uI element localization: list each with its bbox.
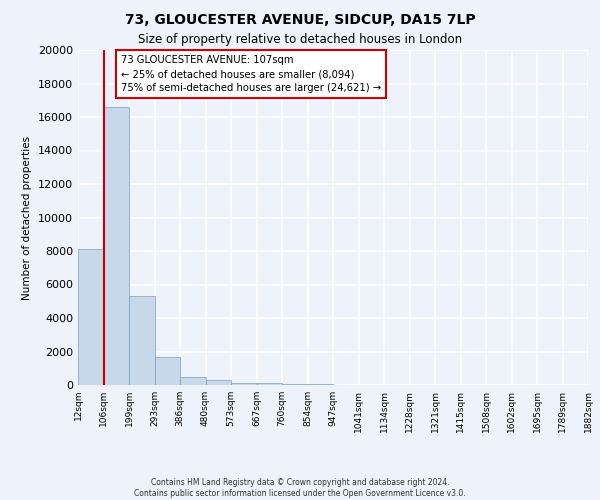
Text: 73 GLOUCESTER AVENUE: 107sqm
← 25% of detached houses are smaller (8,094)
75% of: 73 GLOUCESTER AVENUE: 107sqm ← 25% of de… [121,55,382,93]
Bar [282,384,308,385]
Bar [129,296,155,385]
Bar [205,380,231,385]
Y-axis label: Number of detached properties: Number of detached properties [22,136,32,300]
Bar [308,384,333,385]
Bar [231,382,257,385]
Bar [78,250,104,385]
Text: Contains HM Land Registry data © Crown copyright and database right 2024.
Contai: Contains HM Land Registry data © Crown c… [134,478,466,498]
Text: 73, GLOUCESTER AVENUE, SIDCUP, DA15 7LP: 73, GLOUCESTER AVENUE, SIDCUP, DA15 7LP [125,12,475,26]
Bar [180,377,205,385]
Bar [104,106,129,385]
Bar [155,356,180,385]
Text: Size of property relative to detached houses in London: Size of property relative to detached ho… [138,32,462,46]
Bar [257,384,282,385]
